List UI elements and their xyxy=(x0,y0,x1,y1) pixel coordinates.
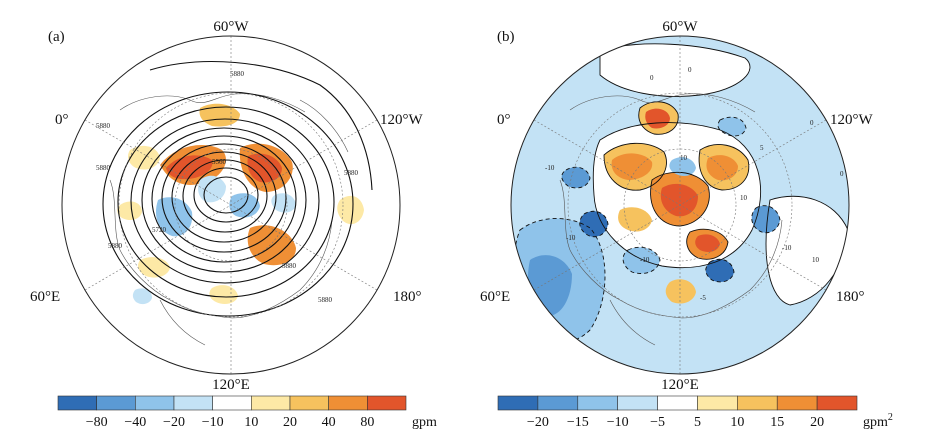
panel-b-colorbar: −20 −15 −10 −5 5 10 15 20 gpm2 xyxy=(497,395,893,430)
colorbar-swatch xyxy=(173,395,213,411)
colorbar-tick-label: −10 xyxy=(607,415,629,430)
panel-a-map-border xyxy=(61,35,401,375)
contour-label: 10 xyxy=(680,154,688,162)
colorbar-swatch xyxy=(251,395,291,411)
colorbar-unit: gpm xyxy=(412,415,437,430)
contour-label: -10 xyxy=(782,244,792,252)
colorbar-swatch xyxy=(737,395,778,411)
contour-label: 0 xyxy=(840,170,844,178)
panel-a-map: 5880 5880 5880 5560 5720 5880 5880 5880 … xyxy=(62,36,400,374)
colorbar-tick-label: −40 xyxy=(124,415,146,430)
panel-a-label: (a) xyxy=(48,29,65,45)
colorbar-swatch xyxy=(697,395,738,411)
panel-b-graticule xyxy=(533,36,827,374)
colorbar-unit: gpm2 xyxy=(863,412,893,430)
colorbar-swatch xyxy=(816,395,858,411)
lon-label-0: 0° xyxy=(55,112,69,128)
contour-label: -10 xyxy=(566,234,576,242)
lon-label-60w: 60°W xyxy=(662,19,698,35)
colorbar-swatch xyxy=(776,395,818,411)
contour-label: 0 xyxy=(688,66,692,74)
contour-label: -10 xyxy=(640,256,650,264)
colorbar-tick-label: 20 xyxy=(810,415,824,430)
contour-label: -10 xyxy=(545,164,555,172)
colorbar-swatch xyxy=(577,395,618,411)
colorbar-tick-label: 10 xyxy=(244,415,258,430)
colorbar-swatch xyxy=(212,395,252,411)
lon-label-60w: 60°W xyxy=(213,19,249,35)
lon-label-120e: 120°E xyxy=(212,377,250,393)
lon-label-0: 0° xyxy=(497,112,511,128)
lon-label-180: 180° xyxy=(393,289,422,305)
panel-a-colorbar: −80 −40 −20 −10 10 20 40 80 gpm xyxy=(57,395,437,430)
lon-label-120e: 120°E xyxy=(661,377,699,393)
colorbar-tick-label: 15 xyxy=(770,415,784,430)
panel-a-graticule xyxy=(84,36,378,374)
colorbar-tick-label: 40 xyxy=(322,415,336,430)
colorbar-tick-label: −5 xyxy=(650,415,665,430)
colorbar-swatch xyxy=(96,395,136,411)
contour-label: 5880 xyxy=(282,262,297,270)
contour-label: 5720 xyxy=(152,226,167,234)
colorbar-tick-label: 20 xyxy=(283,415,297,430)
panel-b: (b) xyxy=(480,19,893,430)
contour-label: -5 xyxy=(700,294,706,302)
lon-label-120w: 120°W xyxy=(830,112,873,128)
contour-label: 5880 xyxy=(108,242,123,250)
panel-b-label: (b) xyxy=(497,29,515,45)
contour-label: 5560 xyxy=(212,158,227,166)
colorbar-tick-label: −20 xyxy=(163,415,185,430)
colorbar-swatch xyxy=(57,395,97,411)
colorbar-swatch xyxy=(289,395,329,411)
panel-a-contour-labels: 5880 5880 5880 5560 5720 5880 5880 5880 … xyxy=(96,70,359,304)
panel-a-anomaly-shading xyxy=(117,103,364,305)
colorbar-swatch xyxy=(657,395,698,411)
contour-label: 10 xyxy=(812,256,820,264)
contour-label: 0 xyxy=(810,119,814,127)
colorbar-tick-label: −10 xyxy=(202,415,224,430)
lon-label-120w: 120°W xyxy=(380,112,423,128)
colorbar-swatch xyxy=(135,395,175,411)
contour-label: 0 xyxy=(650,74,654,82)
contour-label: 5880 xyxy=(96,164,111,172)
colorbar-tick-label: −20 xyxy=(527,415,549,430)
colorbar-tick-label: −15 xyxy=(567,415,589,430)
contour-label: 10 xyxy=(740,194,748,202)
colorbar-tick-label: 80 xyxy=(360,415,374,430)
panel-a-contours xyxy=(102,61,373,317)
colorbar-swatch xyxy=(617,395,658,411)
colorbar-swatch xyxy=(367,395,407,411)
lon-label-60e: 60°E xyxy=(480,289,510,305)
panel-b-map-border xyxy=(510,35,850,375)
contour-label: 5880 xyxy=(318,296,333,304)
colorbar-tick-label: 10 xyxy=(730,415,744,430)
contour-label: 5 xyxy=(760,144,764,152)
lon-label-180: 180° xyxy=(836,289,865,305)
contour-label: 5880 xyxy=(230,70,245,78)
contour-label: 5880 xyxy=(344,169,359,177)
panel-b-contour-labels: 0 0 0 -10 -10 -10 10 10 -5 5 -10 10 0 xyxy=(545,66,844,302)
colorbar-tick-label: −80 xyxy=(86,415,108,430)
colorbar-swatch xyxy=(537,395,579,411)
contour-label: 5880 xyxy=(96,122,111,130)
colorbar-swatch xyxy=(497,395,539,411)
lon-label-60e: 60°E xyxy=(30,289,60,305)
colorbar-tick-label: 5 xyxy=(694,415,701,430)
panel-b-contours xyxy=(592,43,849,306)
panel-b-map: 0 0 0 -10 -10 -10 10 10 -5 5 -10 10 0 xyxy=(511,36,849,374)
panel-a: (a) xyxy=(30,19,437,430)
colorbar-swatch xyxy=(328,395,368,411)
